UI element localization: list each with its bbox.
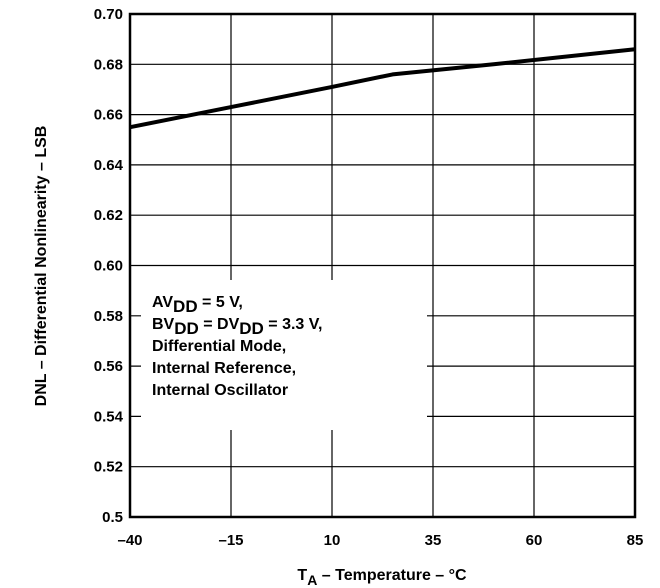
x-tick-label: 10: [324, 532, 341, 549]
annotation-line: Internal Oscillator: [152, 382, 288, 399]
y-axis-title: DNL – Differential Nonlinearity – LSB: [33, 126, 50, 407]
y-tick-label: 0.66: [94, 107, 123, 124]
annotation-box: [141, 280, 427, 430]
y-tick-label: 0.56: [94, 358, 123, 375]
x-tick-label: 35: [425, 532, 442, 549]
x-tick-label: –40: [117, 532, 142, 549]
annotation-line: Internal Reference,: [152, 360, 296, 377]
y-tick-labels: 0.5 0.52 0.54 0.56 0.58 0.60 0.62 0.64 0.66 0.68 0…: [94, 6, 124, 526]
annotation-text: AVDD = 5 V,BVDD = DVDD = 3.3 V,Different…: [152, 294, 322, 399]
x-tick-label: 60: [526, 532, 543, 549]
grid: [129, 13, 636, 518]
y-tick-label: 0.68: [94, 56, 123, 73]
x-axis-title-subscript: A: [307, 572, 317, 588]
x-tick-label: 85: [627, 532, 644, 549]
y-tick-label: 0.62: [94, 207, 123, 224]
x-axis-title: TA – Temperature – °C: [297, 567, 467, 588]
y-tick-label: 0.60: [94, 258, 123, 275]
plot-frame: [128, 12, 637, 519]
dnl-series-line: [129, 47, 636, 130]
y-tick-label: 0.52: [94, 459, 123, 476]
annotation-line: BVDD = DVDD = 3.3 V,: [152, 316, 322, 338]
series-layer: [129, 47, 636, 130]
x-axis-title-main: T: [297, 567, 307, 584]
y-tick-label: 0.5: [102, 509, 123, 526]
y-tick-label: 0.70: [94, 6, 123, 23]
x-tick-labels: –40 –15 10 35 60 85: [117, 532, 643, 549]
y-tick-label: 0.58: [94, 308, 123, 325]
y-tick-label: 0.64: [94, 157, 124, 174]
annotation-line: AVDD = 5 V,: [152, 294, 243, 316]
annotation-line: Differential Mode,: [152, 338, 286, 355]
x-axis-title-rest: – Temperature – °C: [317, 567, 467, 584]
x-tick-label: –15: [218, 532, 243, 549]
y-tick-label: 0.54: [94, 408, 124, 425]
